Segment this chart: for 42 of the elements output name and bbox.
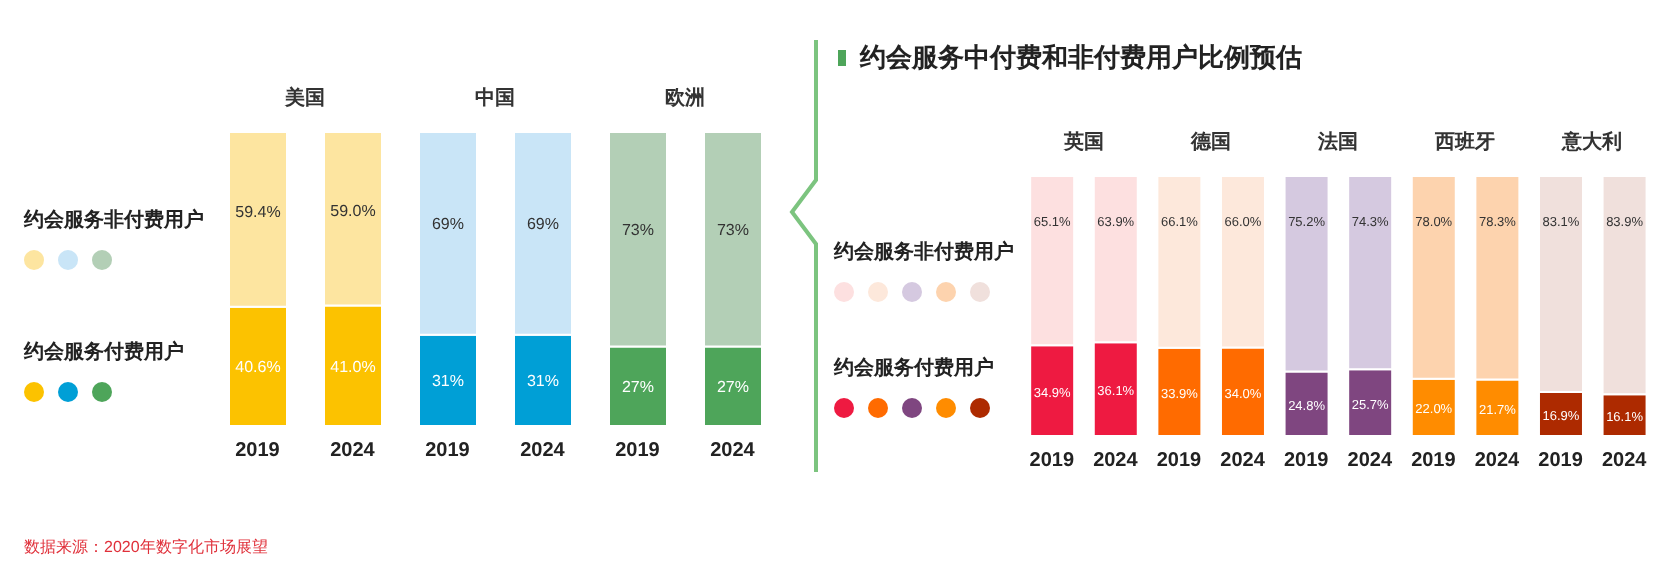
data-label: 69%	[431, 215, 465, 234]
text: 西班牙	[1433, 129, 1498, 156]
data-label: 69%	[526, 215, 560, 234]
x-tick-label: 2024	[1347, 450, 1393, 473]
text: 美国	[283, 84, 327, 112]
data-label: 31%	[431, 372, 465, 391]
x-tick-label: 2019	[1029, 450, 1075, 473]
data-label: 73%	[716, 220, 750, 239]
series-label: 约会服务付费用户	[834, 354, 996, 383]
data-label: 41.0%	[330, 357, 376, 376]
data-label: 40.6%	[235, 358, 281, 377]
data-label: 27%	[716, 378, 750, 397]
text: 英国	[1061, 129, 1106, 156]
x-tick-label: 2024	[710, 440, 756, 463]
text: 意大利	[1559, 129, 1625, 156]
x-tick-label: 2019	[1411, 450, 1457, 473]
chart-title: 约会服务中付费和非付费用户比例预估	[860, 40, 1302, 76]
x-tick-label: 2019	[425, 440, 471, 463]
data-label: 73%	[621, 220, 655, 239]
series-label: 约会服务非付费用户	[834, 238, 1014, 266]
x-tick-label: 2024	[1601, 450, 1648, 473]
text: 德国	[1188, 129, 1233, 156]
x-tick-label: 2024	[1474, 450, 1521, 473]
data-label: 59.4%	[235, 202, 281, 221]
data-label: 59.0%	[330, 202, 376, 221]
text: 法国	[1316, 129, 1360, 156]
x-tick-label: 2024	[330, 440, 376, 463]
x-tick-label: 2024	[520, 440, 566, 463]
x-tick-label: 2024	[1220, 450, 1266, 473]
text: 欧洲	[663, 85, 707, 112]
x-tick-label: 2019	[1156, 450, 1203, 473]
x-tick-label: 2019	[235, 440, 281, 463]
x-tick-label: 2019	[1538, 450, 1584, 473]
x-tick-label: 2024	[1093, 450, 1139, 473]
series-label: 约会服务非付费用户	[24, 206, 204, 233]
text: 约会服务付费用户	[24, 338, 186, 366]
source-note: 数据来源：2020年数字化市场展望	[24, 536, 268, 558]
data-label: 31%	[526, 372, 560, 391]
x-tick-label: 2019	[1283, 450, 1330, 473]
data-label: 27%	[621, 378, 655, 397]
x-tick-label: 2019	[615, 440, 661, 463]
text: 中国	[473, 85, 517, 112]
